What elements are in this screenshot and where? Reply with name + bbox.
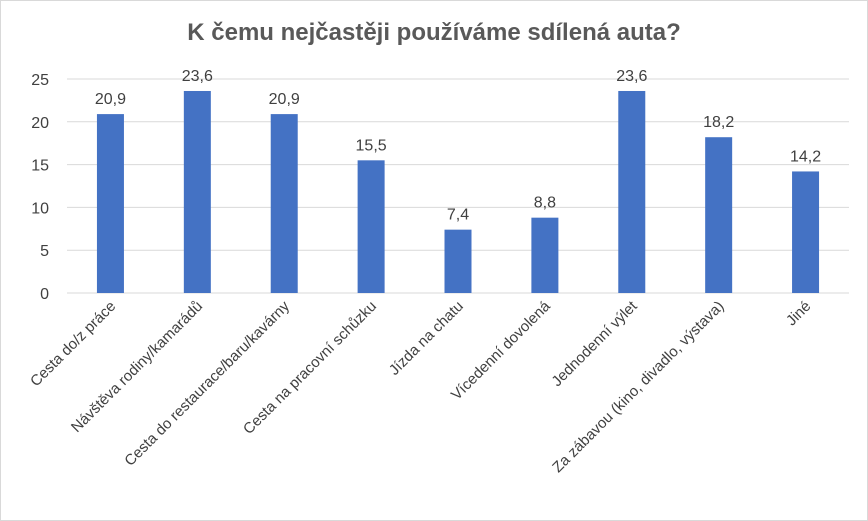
y-tick-label: 0 [40,286,49,303]
bar [705,137,733,293]
data-label: 8,8 [534,195,556,212]
data-label: 14,2 [790,148,821,165]
data-label: 18,2 [703,114,734,131]
x-tick-label: Jízda na chatu [386,298,467,379]
chart-title: K čemu nejčastěji používáme sdílená auta… [187,19,681,46]
x-tick-label: Cesta do restaurace/baru/kavárny [121,297,293,469]
bar [183,90,211,293]
x-tick-label: Vícedenní dovolená [448,297,554,403]
x-tick-label: Za zábavou (kino, divadlo, výstava) [549,298,727,476]
data-label: 20,9 [95,91,126,108]
x-tick-label: Jednodenní výlet [548,297,641,390]
bar [357,160,385,293]
bar [270,114,298,293]
data-label: 20,9 [269,91,300,108]
data-label: 7,4 [447,207,469,224]
y-tick-label: 20 [31,115,49,132]
y-tick-label: 15 [31,158,49,175]
data-label: 23,6 [182,68,213,85]
data-label: 23,6 [616,68,647,85]
y-tick-label: 10 [31,200,49,217]
bar [531,217,559,293]
y-tick-label: 25 [31,72,49,89]
x-tick-label: Jiné [783,298,814,329]
y-tick-label: 5 [40,243,49,260]
bar [96,114,124,293]
bar [444,229,472,293]
data-label: 15,5 [356,137,387,154]
x-tick-label: Cesta do/z práce [27,298,119,390]
bar [792,171,820,293]
bar [618,90,646,293]
